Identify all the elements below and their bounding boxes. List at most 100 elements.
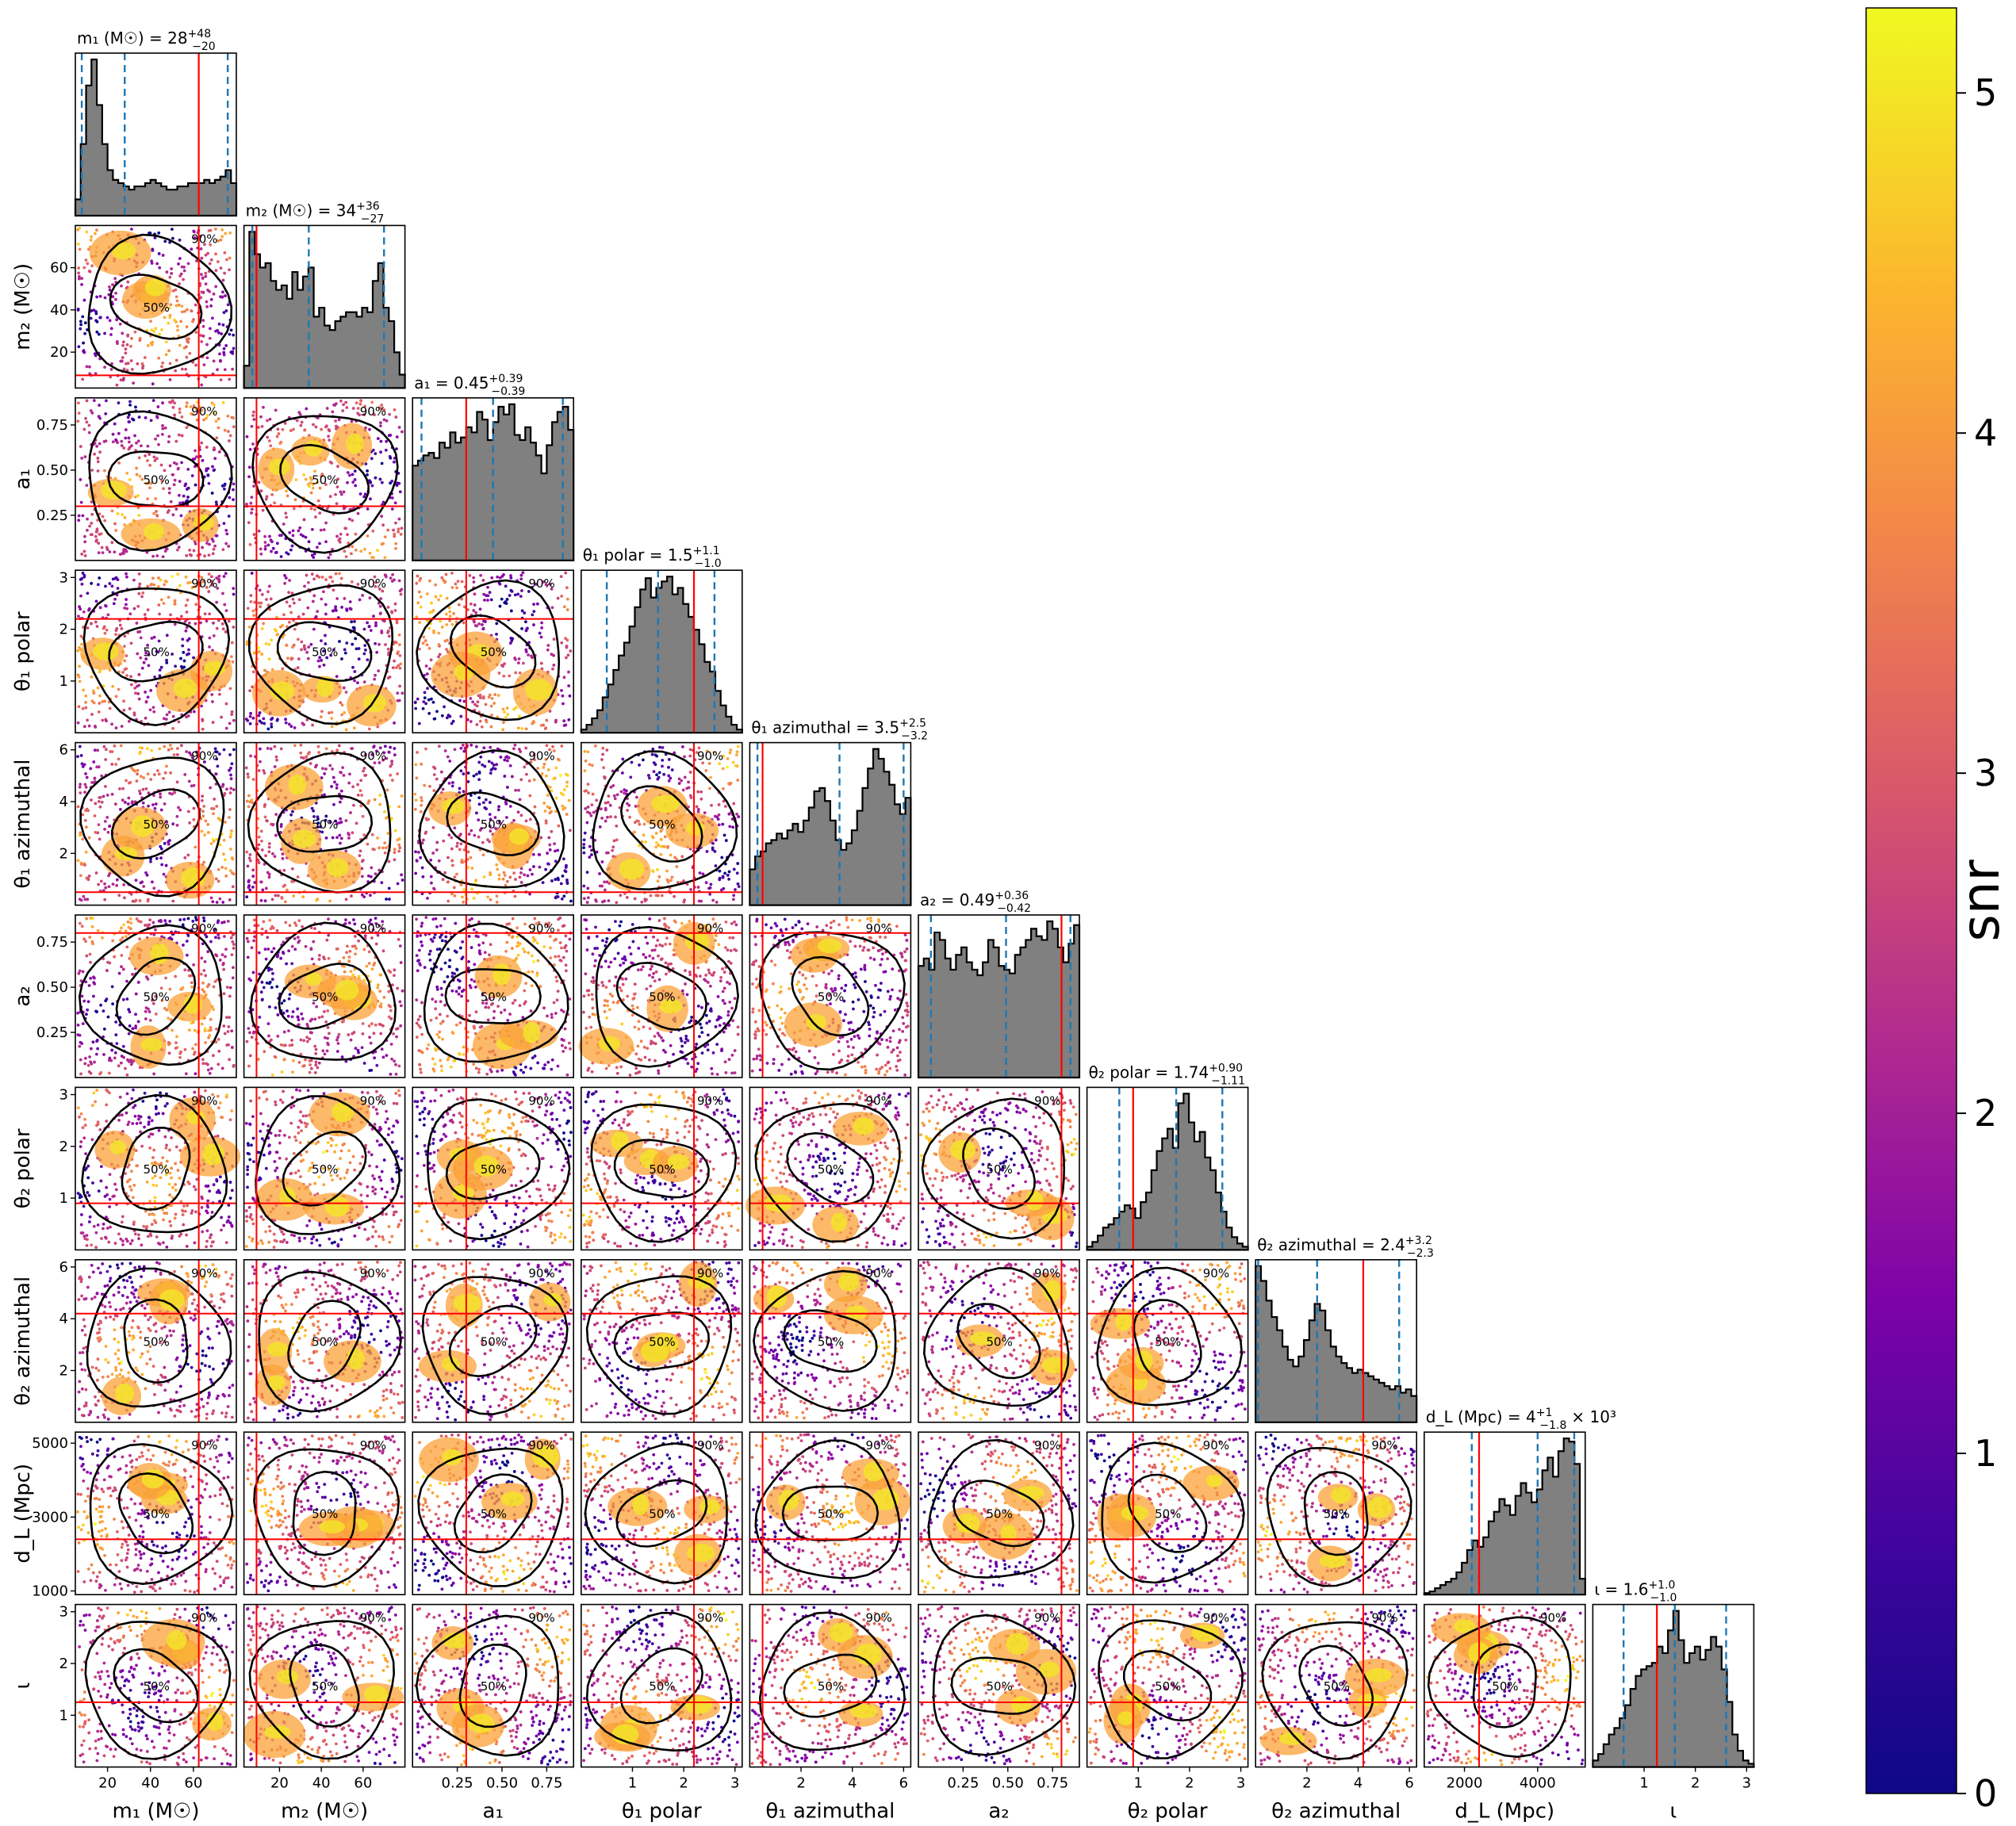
sample-point xyxy=(211,900,214,903)
sample-point xyxy=(205,469,208,473)
sample-point xyxy=(363,680,366,683)
sample-point xyxy=(595,799,598,802)
sample-point xyxy=(122,968,125,971)
sample-point xyxy=(227,1025,230,1028)
sample-point xyxy=(268,842,271,845)
sample-point xyxy=(106,794,109,797)
sample-point xyxy=(528,868,531,871)
sample-point xyxy=(246,435,249,438)
sample-point xyxy=(81,514,84,517)
sample-point xyxy=(121,798,125,802)
sample-point xyxy=(296,419,299,423)
sample-point xyxy=(435,841,439,844)
sample-point xyxy=(473,834,476,837)
sample-point xyxy=(78,676,81,679)
contour-label-50: 50% xyxy=(144,817,170,832)
sample-point xyxy=(130,641,133,645)
sample-point xyxy=(172,289,175,293)
sample-point xyxy=(341,766,344,769)
sample-point xyxy=(186,611,189,614)
sample-point xyxy=(105,546,109,549)
sample-point xyxy=(117,1064,121,1067)
contour-label-50: 50% xyxy=(144,645,170,660)
sample-point xyxy=(140,882,143,885)
sample-point xyxy=(401,691,404,695)
sample-point xyxy=(541,772,544,775)
sample-point xyxy=(120,285,123,288)
sample-point xyxy=(361,594,364,597)
sample-point xyxy=(518,748,521,751)
sample-point xyxy=(738,885,741,888)
sample-point xyxy=(266,947,270,951)
sample-point xyxy=(232,885,235,888)
sample-point xyxy=(220,716,223,719)
sample-point xyxy=(727,813,730,816)
sample-point xyxy=(385,449,388,452)
histogram-panel-theta1_polar: θ₁ polar = 1.5+1.1 −1.0 xyxy=(581,545,742,733)
sample-point xyxy=(314,765,317,768)
sample-point xyxy=(352,407,355,410)
sample-point xyxy=(138,752,141,755)
sample-point xyxy=(352,804,355,807)
sample-point xyxy=(736,750,739,753)
sample-point xyxy=(133,714,136,717)
sample-point xyxy=(251,507,254,511)
sample-point xyxy=(459,842,462,845)
sample-point xyxy=(629,775,632,779)
sample-point xyxy=(79,248,82,251)
sample-point xyxy=(528,893,531,896)
sample-point xyxy=(78,1045,81,1048)
sample-point xyxy=(452,612,455,615)
sample-point xyxy=(83,299,86,302)
sample-point xyxy=(638,764,641,767)
sample-point xyxy=(506,598,509,601)
sample-point xyxy=(82,428,86,431)
sample-point xyxy=(293,744,297,747)
sample-point xyxy=(230,655,233,658)
sample-point xyxy=(311,807,314,810)
sample-point xyxy=(525,727,528,730)
sample-point xyxy=(450,586,454,589)
sample-point xyxy=(420,799,424,802)
sample-point xyxy=(94,232,97,235)
sample-point xyxy=(319,487,322,490)
sample-point xyxy=(341,1055,344,1058)
sample-point xyxy=(370,866,373,869)
sample-point xyxy=(657,776,661,779)
sample-point xyxy=(202,419,205,422)
sample-point xyxy=(311,724,314,727)
sample-point xyxy=(78,275,81,278)
sample-point xyxy=(399,944,402,947)
sample-point xyxy=(318,542,321,546)
sample-point xyxy=(251,572,254,575)
sample-point xyxy=(90,582,93,585)
sample-point xyxy=(328,899,332,902)
sample-point xyxy=(78,664,81,668)
sample-point xyxy=(302,613,305,616)
sample-point xyxy=(125,550,128,553)
sample-point xyxy=(559,774,562,777)
sample-point xyxy=(144,717,148,720)
sample-point xyxy=(587,896,590,899)
sample-point xyxy=(371,833,374,836)
sample-point xyxy=(188,974,191,978)
sample-point xyxy=(178,239,182,242)
sample-point xyxy=(124,351,127,354)
sample-point xyxy=(176,780,179,783)
sample-point xyxy=(506,713,509,716)
sample-point xyxy=(86,718,89,722)
sample-point xyxy=(119,939,122,942)
sample-point xyxy=(176,325,179,328)
sample-point xyxy=(84,783,87,787)
sample-point xyxy=(151,262,154,265)
sample-point xyxy=(301,722,305,725)
sample-point xyxy=(89,1060,92,1063)
sample-point xyxy=(229,869,232,872)
sample-point xyxy=(325,747,328,750)
sample-point xyxy=(311,957,314,960)
sample-point xyxy=(282,523,286,526)
sample-point xyxy=(669,777,672,780)
sample-point xyxy=(288,621,291,624)
sample-point xyxy=(309,762,312,765)
sample-point xyxy=(303,429,306,432)
